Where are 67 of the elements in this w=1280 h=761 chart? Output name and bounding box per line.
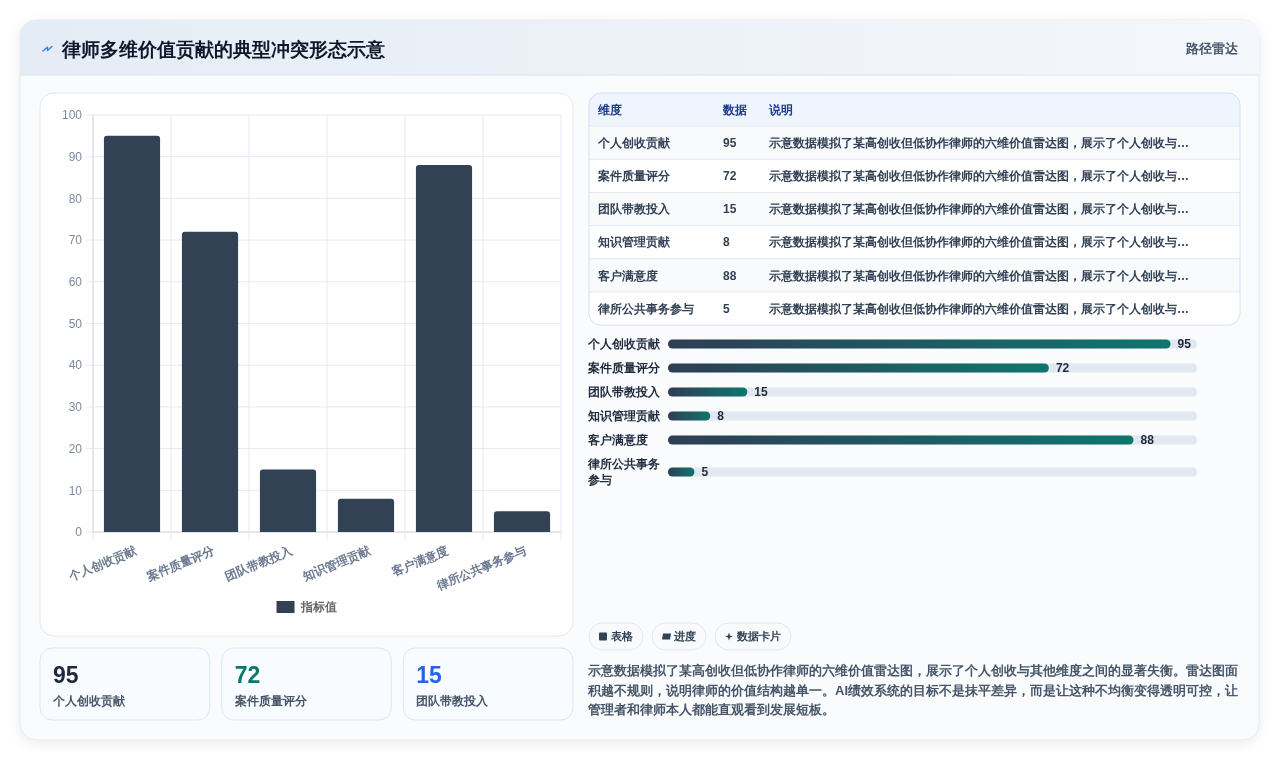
bar (181, 231, 239, 532)
bar (668, 411, 711, 421)
text: 15 (416, 662, 443, 688)
y-tick-label: 40 (68, 358, 83, 373)
data-label: 95 (1177, 337, 1192, 352)
y-tick-label: 10 (68, 483, 83, 498)
text: 15 (723, 202, 737, 217)
text: 数据 (722, 102, 747, 117)
y-tick-label: 100 (61, 108, 83, 123)
text: 案件质量评分 (233, 694, 308, 708)
data-label: 15 (754, 385, 769, 400)
legend-label: 指标值 (299, 600, 337, 615)
text: 个人创收贡献 (52, 694, 126, 708)
text: 95 (723, 135, 737, 150)
y-tick-label: 律所公共事务参与 (587, 457, 660, 488)
y-tick-label: 80 (68, 191, 83, 206)
bar (668, 387, 748, 397)
text: 示意数据模拟了某高创收但低协作律师的六维价值雷达图，展示了个人创收与… (768, 135, 1189, 150)
data-label: 88 (1140, 433, 1155, 448)
bar (103, 135, 161, 532)
bar (259, 469, 317, 532)
text: 表格 (610, 630, 634, 643)
data-label: 8 (717, 409, 725, 424)
text: 72 (234, 662, 261, 688)
text: 个人创收贡献 (597, 135, 671, 150)
text: 进度 (673, 630, 696, 643)
y-tick-label: 案件质量评分 (587, 361, 661, 376)
text: 示意数据模拟了某高创收但低协作律师的六维价值雷达图，展示了个人创收与… (768, 169, 1189, 183)
x-tick-label: 团队带教投入 (222, 543, 296, 584)
y-tick-label: 30 (68, 400, 83, 415)
text: 维度 (597, 102, 622, 117)
y-tick-label: 50 (68, 316, 83, 331)
y-tick-label: 客户满意度 (587, 433, 648, 448)
y-tick-label: 20 (68, 441, 83, 456)
text: 示意数据模拟了某高创收但低协作律师的六维价值雷达图，展示了个人创收与… (768, 202, 1189, 217)
y-tick-label: 70 (68, 233, 83, 248)
text: 数据卡片 (736, 630, 781, 643)
text: 5 (723, 301, 730, 316)
text: 团队带教投入 (598, 202, 671, 217)
text: 知识管理贡献 (597, 235, 671, 250)
text: 律所公共事务参与 (597, 301, 694, 316)
y-tick-label: 60 (68, 275, 83, 289)
bar (415, 165, 473, 532)
bar (493, 511, 551, 532)
text: 示意数据模拟了某高创收但低协作律师的六维价值雷达图，展示了个人创收与… (768, 301, 1189, 316)
y-tick-label: 90 (68, 149, 83, 164)
text: 示意数据模拟了某高创收但低协作律师的六维价值雷达图，展示了个人创收与其他维度之间的显著失衡。雷达图面积越不规则，说明律师的价值结构越单一。AI绩效系统的目标不是抹平差异，而是让这种不均衡变得透明可控，让管理者和律师本人都能直观看到发展短板。 (587, 663, 1238, 717)
y-tick-label: 团队带教投入 (588, 385, 661, 400)
data-label: 5 (701, 465, 709, 480)
text: 示意数据模拟了某高创收但低协作律师的六维价值雷达图，展示了个人创收与… (768, 235, 1189, 250)
chart-title: 律师多维价值贡献的典型冲突形态示意 (61, 39, 386, 60)
text: 8 (723, 235, 730, 250)
y-tick-label: 0 (75, 525, 83, 540)
data-label: 72 (1055, 361, 1070, 376)
text: 示意数据模拟了某高创收但低协作律师的六维价值雷达图，展示了个人创收与… (768, 268, 1189, 283)
text: 95 (53, 662, 79, 688)
text: 路径雷达 (1185, 41, 1239, 56)
y-tick-label: 知识管理贡献 (587, 409, 661, 424)
x-tick-label: 案件质量评分 (143, 543, 218, 585)
bar (337, 498, 395, 532)
text: 88 (723, 268, 737, 283)
y-tick-label: 个人创收贡献 (587, 337, 661, 352)
text: 说明 (768, 102, 793, 117)
text: 案件质量评分 (597, 169, 671, 183)
text: 72 (723, 169, 737, 183)
x-tick-label: 知识管理贡献 (299, 543, 374, 585)
text: 团队带教投入 (416, 694, 490, 708)
